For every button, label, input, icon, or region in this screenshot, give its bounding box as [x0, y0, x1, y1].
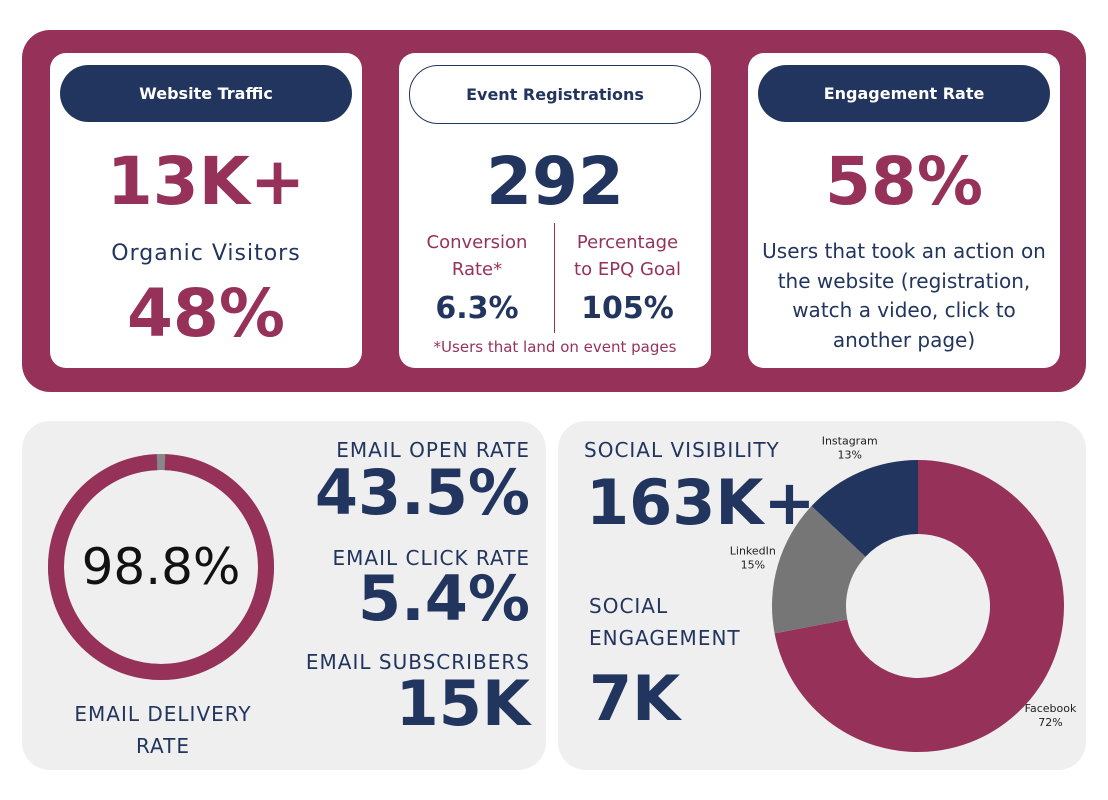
slice-value-label: 72% — [1038, 716, 1062, 729]
card-title: Engagement Rate — [758, 65, 1050, 122]
email-stat-label: EMAIL CLICK RATE — [332, 546, 530, 570]
email-stat-label: EMAIL SUBSCRIBERS — [305, 650, 530, 674]
email-stat-label: EMAIL OPEN RATE — [336, 438, 530, 462]
donut-slice — [774, 460, 1064, 752]
social-visibility-label: SOCIAL VISIBILITY — [584, 438, 780, 462]
delivery-caption: EMAIL DELIVERY RATE — [74, 702, 252, 758]
slice-value-label: 15% — [741, 559, 765, 572]
metric-label: Percentage to EPQ Goal — [574, 232, 681, 280]
card: Engagement Rate 58% Users that took an a… — [748, 53, 1060, 368]
email-stat-value: 5.4% — [358, 562, 530, 635]
card: Event Registrations 292 Conversion Rate*… — [399, 53, 711, 368]
donut-slice — [811, 460, 918, 557]
stat: 292 — [486, 143, 624, 220]
social-visibility: 163K+ — [586, 466, 816, 539]
email-stat-value: 43.5% — [314, 456, 530, 529]
stat: 58% — [825, 143, 983, 220]
card: Website Traffic 13K+ Organic Visitors 48… — [50, 53, 362, 368]
delivery-ring — [48, 454, 274, 680]
slice-label: Instagram — [822, 435, 878, 448]
sub-stat: 48% — [127, 275, 285, 352]
email-stat-value: 15K — [395, 667, 530, 740]
sub-label: Organic Visitors — [111, 241, 301, 266]
delivery-rate-label: 98.8% — [82, 538, 241, 596]
footnote: *Users that land on event pages — [433, 338, 677, 356]
metric-value: 6.3% — [435, 291, 519, 326]
stat: 13K+ — [106, 143, 306, 220]
social-engagement: 7K — [589, 662, 681, 735]
social-engagement-label: SOCIAL ENGAGEMENT — [589, 594, 741, 650]
slice-label: Facebook — [1025, 702, 1077, 715]
slice-value-label: 13% — [837, 449, 861, 462]
divider — [554, 223, 555, 333]
card-title: Event Registrations — [409, 65, 701, 124]
card-title: Website Traffic — [60, 65, 352, 122]
donut-slice — [772, 506, 866, 634]
slice-label: LinkedIn — [730, 545, 776, 558]
metric-label: Conversion Rate* — [426, 232, 528, 280]
metric-value: 105% — [581, 291, 674, 326]
description: Users that took an action on the website… — [762, 239, 1046, 352]
